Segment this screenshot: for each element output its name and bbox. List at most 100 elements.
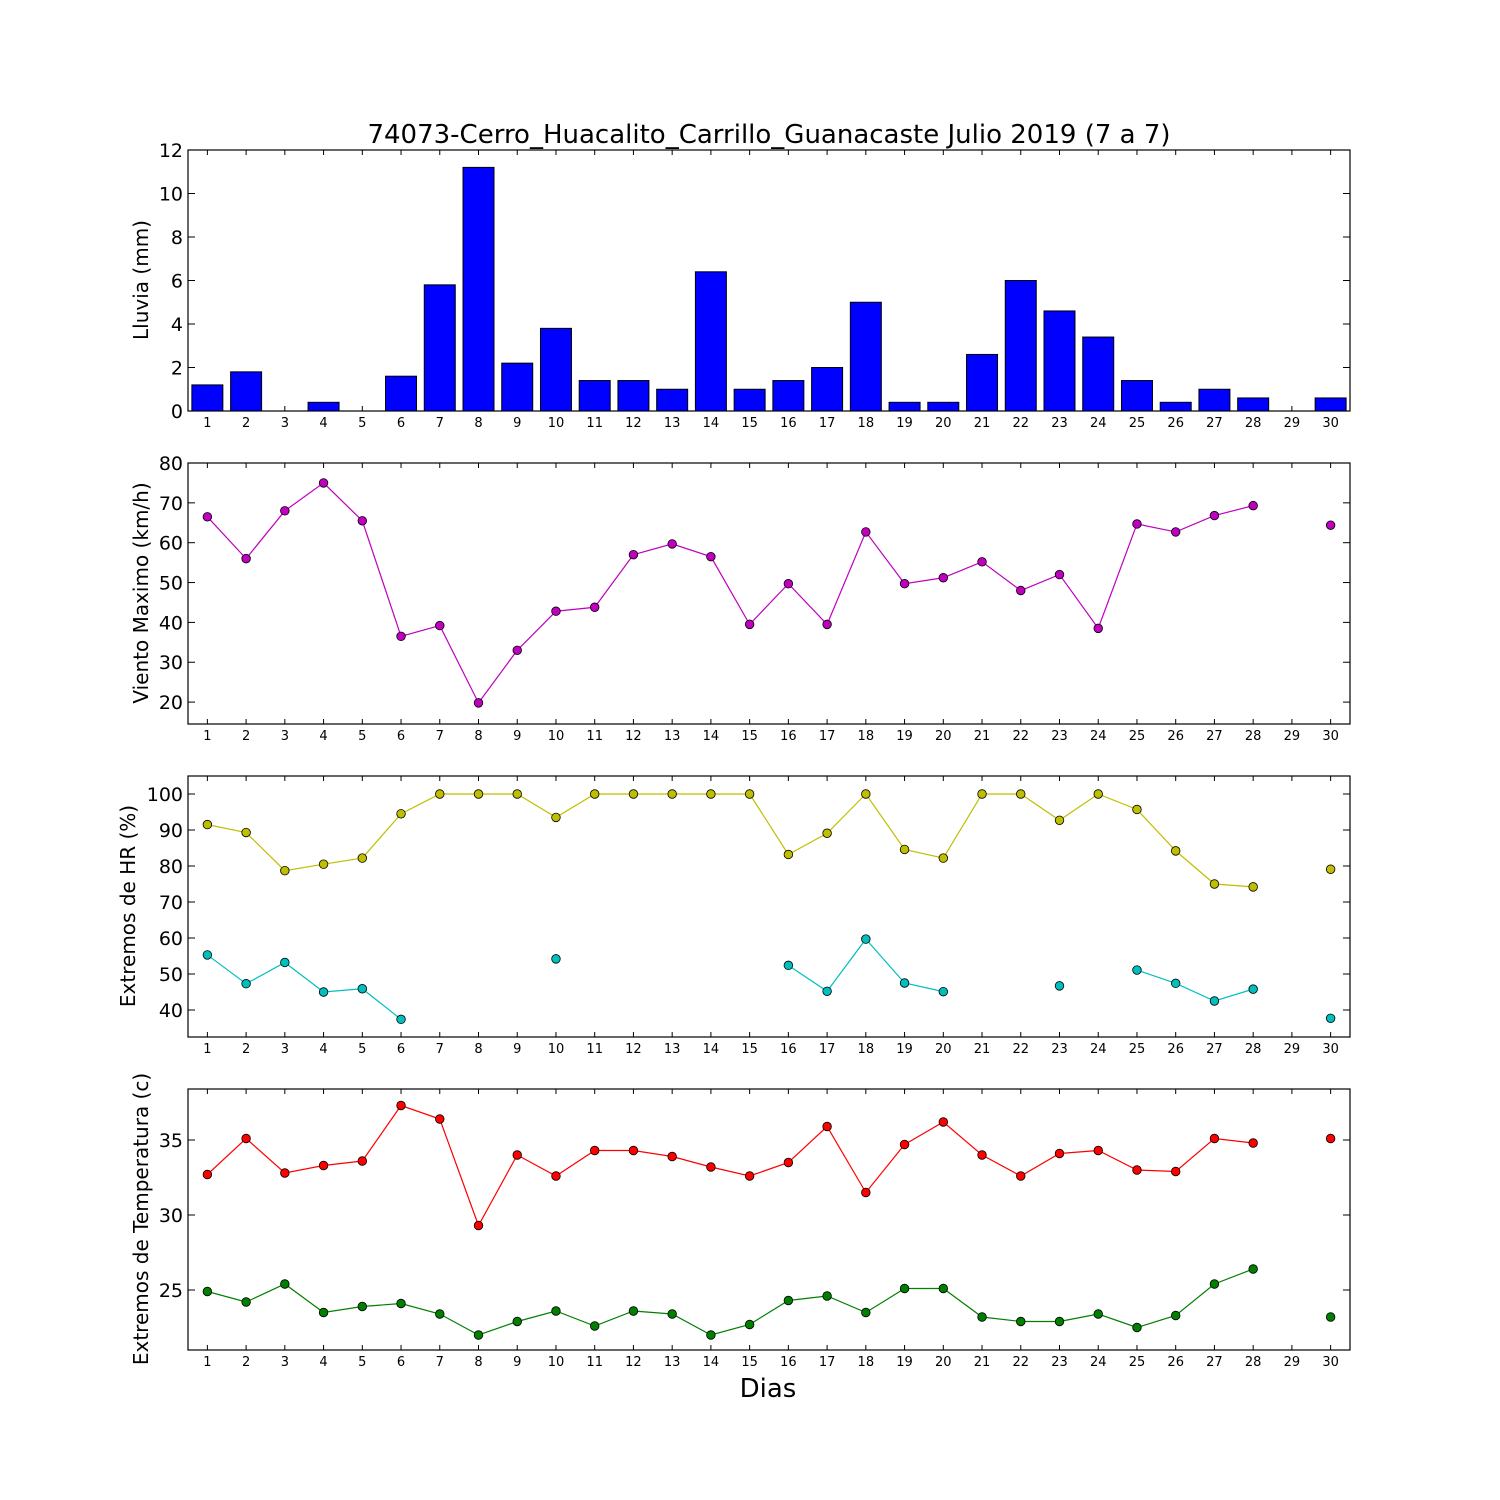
data-point [241,979,251,989]
data-point [1054,1148,1065,1159]
x-tick-label: 3 [281,416,289,431]
data-point [938,853,949,863]
data-point [473,698,484,708]
data-point [435,789,445,799]
rain-bar [385,375,418,412]
data-point [396,809,406,819]
y-tick-label: 100 [147,784,183,806]
temperature-panel: Extremos de Temperatura (c) 1 2 3 4 5 6 7 8 9 10 1… [129,1073,1351,1370]
x-tick-label: 28 [1245,416,1262,431]
data-point [822,986,832,996]
x-tick-label: 2 [242,1355,250,1370]
data-point [590,789,600,799]
data-point [1016,1316,1026,1327]
data-point [241,1297,251,1307]
x-tick-label: 17 [819,729,836,744]
x-tick-label: 27 [1206,416,1223,431]
temperature-y-label: Extremos de Temperatura (c) [129,1073,153,1365]
data-point [551,954,561,964]
data-point [822,1291,832,1301]
x-tick-label: 10 [548,416,565,431]
data-point [280,957,290,968]
data-point [280,506,290,516]
x-tick-label: 30 [1322,416,1339,431]
y-tick-label: 35 [159,1130,183,1152]
x-tick-label: 21 [974,416,991,431]
data-point [667,539,677,549]
data-point [1016,1171,1026,1181]
x-tick-label: 30 [1322,1355,1339,1370]
data-point [590,1321,600,1331]
data-point [241,553,251,564]
x-tick-label: 2 [242,1042,250,1057]
data-point [1093,623,1103,634]
series-line [788,938,944,993]
plot-frame [187,1088,1351,1351]
x-tick-label: 15 [741,416,758,431]
y-tick-label: 40 [159,612,183,634]
rain-bar [694,271,727,412]
data-point [396,1298,406,1309]
x-tick-label: 9 [513,729,521,744]
data-point [1325,1312,1336,1322]
x-tick-label: 12 [625,729,642,744]
plot-frame [187,775,1351,1038]
x-tick-label: 22 [1012,1355,1029,1370]
x-tick-label: 27 [1206,1355,1223,1370]
x-tick-label: 7 [436,416,444,431]
series-line [206,1104,1254,1227]
x-tick-label: 16 [780,1042,797,1057]
y-tick-label: 2 [171,358,183,380]
data-point [938,1283,949,1294]
x-tick-label: 8 [474,1355,482,1370]
x-tick-label: 10 [548,729,565,744]
data-point [744,619,755,630]
y-tick-label: 8 [171,227,183,249]
x-axis-label: Dias [740,1374,797,1404]
data-point [280,1168,290,1178]
data-point [357,984,368,994]
x-tick-label: 29 [1284,1042,1301,1057]
data-point [318,1160,329,1171]
data-point [706,1162,716,1172]
y-tick-label: 30 [159,1205,183,1227]
x-tick-label: 3 [281,1042,289,1057]
x-tick-label: 7 [436,1042,444,1057]
y-tick-label: 90 [159,820,183,842]
y-tick-label: 80 [159,453,183,475]
data-point [628,789,639,799]
x-tick-label: 2 [242,729,250,744]
data-point [899,1283,910,1294]
data-point [1170,846,1181,856]
y-tick-label: 25 [159,1280,183,1302]
y-tick-label: 70 [159,493,183,515]
series-line [1136,969,1254,1002]
data-point [1209,510,1220,521]
data-point [1325,520,1336,530]
wind-panel: Viento Maximo (km/h) 1 2 3 4 5 6 7 8 9 10 11 12 13 14… [129,453,1351,744]
data-point [1093,789,1103,799]
x-tick-label: 11 [586,1042,603,1057]
data-point [822,828,832,838]
rain-bar [1120,380,1153,412]
x-tick-label: 1 [203,416,211,431]
x-tick-label: 23 [1051,1042,1068,1057]
rain-bar [1043,310,1076,412]
x-tick-label: 8 [474,416,482,431]
x-tick-label: 25 [1129,1042,1146,1057]
x-tick-label: 9 [513,416,521,431]
rain-bar [1004,280,1037,412]
y-tick-label: 70 [159,892,183,914]
x-tick-label: 21 [974,1355,991,1370]
x-tick-label: 20 [935,1042,952,1057]
data-point [1325,1133,1336,1144]
data-point [318,1307,329,1318]
x-tick-label: 24 [1090,1042,1107,1057]
x-tick-label: 15 [741,1042,758,1057]
x-tick-label: 27 [1206,1042,1223,1057]
rain-bar [1314,397,1347,412]
x-tick-label: 22 [1012,1042,1029,1057]
x-tick-label: 23 [1051,416,1068,431]
data-point [241,1133,251,1144]
x-tick-label: 5 [358,729,366,744]
